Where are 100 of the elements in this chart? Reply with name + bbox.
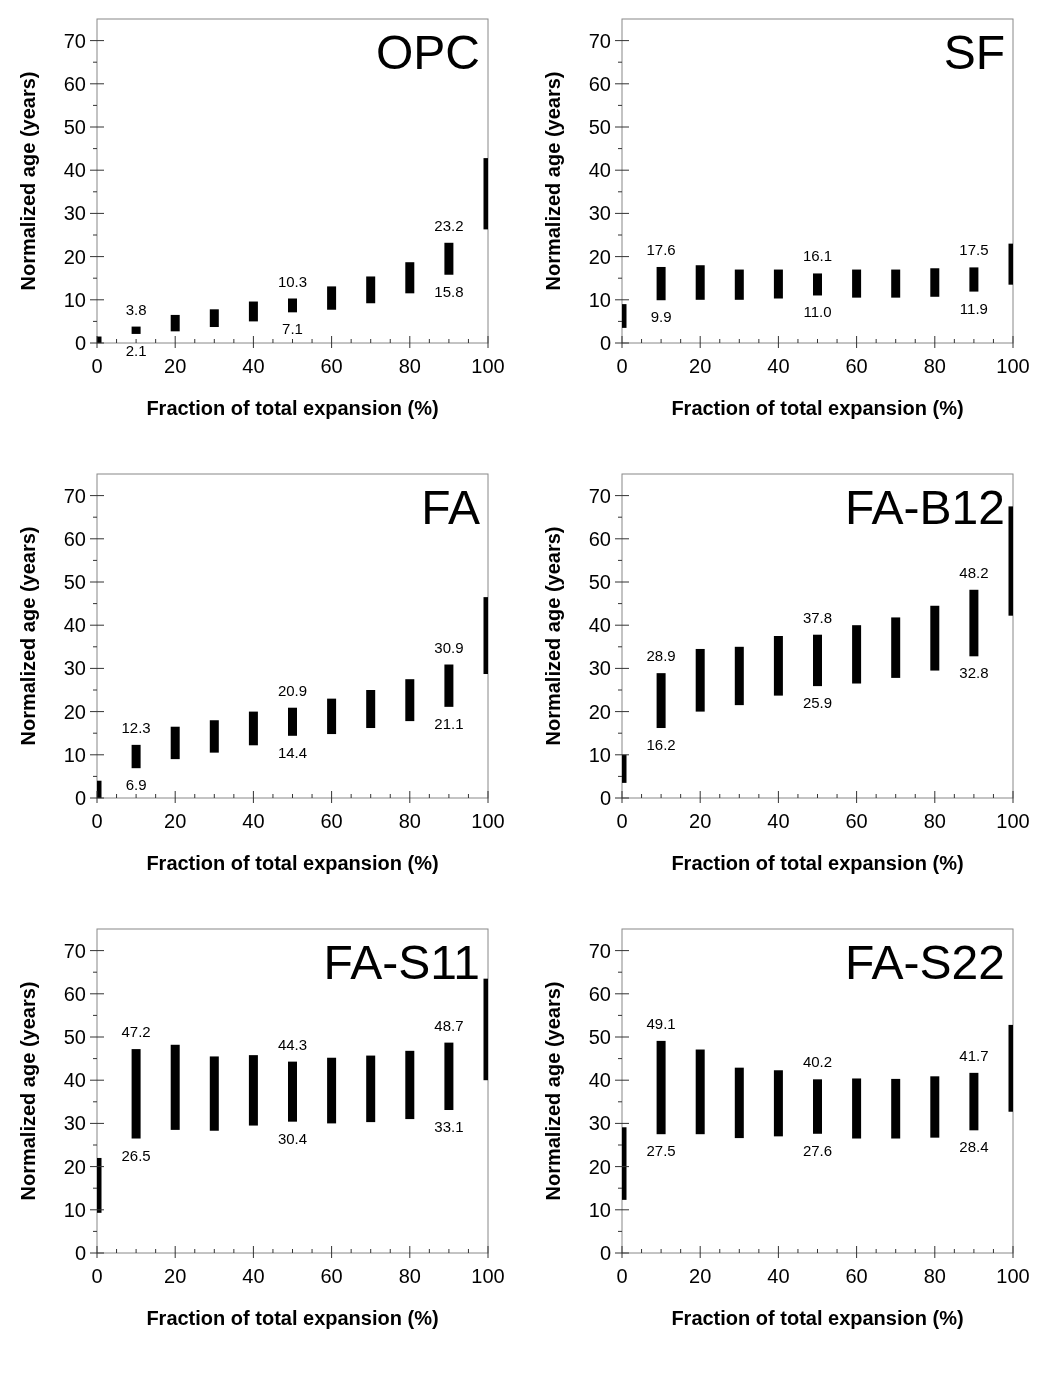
x-tick-label: 100 [996,1265,1030,1287]
bar [734,269,744,300]
annotation: 6.9 [125,776,147,794]
y-axis-title: Normalized age (years) [542,526,564,746]
y-axis-title: Normalized age (years) [17,71,39,291]
bar [209,720,219,753]
y-tick-label: 0 [599,332,611,354]
x-tick-label: 40 [767,810,790,832]
x-axis-title: Fraction of total expansion (%) [146,397,439,419]
bar [656,1040,666,1135]
bar [734,646,744,706]
bar [444,1042,454,1111]
y-tick-label: 30 [63,202,86,225]
y-tick-label: 0 [599,1242,611,1264]
bar [131,744,141,769]
y-axis-title: Normalized age (years) [542,981,564,1201]
y-tick-label: 30 [588,202,611,225]
bar [444,664,454,707]
x-tick-label: 20 [689,810,712,832]
x-axis-title: Fraction of total expansion (%) [671,1307,964,1329]
y-axis-title: Normalized age (years) [542,71,564,291]
x-axis-title: Fraction of total expansion (%) [671,852,964,874]
x-tick-label: 20 [164,1265,187,1287]
bar [695,1049,705,1135]
y-tick-label: 10 [588,288,611,311]
annotation: 7.1 [282,320,303,338]
annotation: 40.2 [802,1053,833,1071]
y-tick-label: 50 [588,571,611,593]
y-tick-label: 60 [588,72,611,95]
annotation: 14.4 [277,743,308,761]
y-tick-label: 40 [588,159,611,182]
annotation: 20.9 [277,681,308,699]
x-tick-label: 20 [689,355,712,377]
y-tick-label: 40 [63,159,86,182]
y-tick-label: 0 [599,787,611,809]
x-tick-label: 80 [923,810,946,832]
y-tick-label: 60 [63,982,86,1005]
bar [773,636,783,696]
bar [170,1044,180,1130]
y-tick-label: 60 [63,527,86,550]
bar [930,605,940,671]
annotation: 9.9 [650,308,672,326]
y-tick-label: 20 [588,1155,611,1178]
x-tick-label: 80 [923,1265,946,1287]
bar [813,273,822,296]
x-tick-label: 40 [242,810,265,832]
bar [852,625,862,684]
bar [366,276,376,304]
y-tick-label: 60 [588,982,611,1005]
y-tick-label: 50 [588,1026,611,1048]
bar [288,298,297,313]
bar [891,617,901,678]
x-tick-label: 60 [845,810,868,832]
x-tick-label: 100 [471,1265,505,1287]
bar [288,1061,297,1122]
annotation: 11.0 [803,303,832,321]
y-tick-label: 20 [588,245,611,268]
bar [813,634,822,687]
y-tick-label: 50 [63,116,86,138]
x-tick-label: 60 [845,355,868,377]
bar [656,266,666,301]
y-axis-title: Normalized age (years) [17,526,39,746]
bar [734,1067,744,1139]
x-tick-label: 40 [242,1265,265,1287]
chart-title: FA-S22 [844,936,1005,989]
y-tick-label: 60 [588,527,611,550]
y-tick-label: 70 [588,29,611,52]
bar [248,301,258,322]
bar [170,314,180,332]
x-tick-label: 20 [164,810,187,832]
bar [891,269,901,298]
x-tick-label: 80 [398,355,421,377]
annotation: 17.5 [959,241,989,259]
y-tick-label: 10 [588,743,611,766]
y-tick-label: 40 [63,614,86,637]
annotation: 48.7 [434,1016,464,1034]
bar [444,242,454,275]
y-tick-label: 10 [63,1198,86,1221]
bar [131,326,141,334]
bar [248,1055,258,1126]
y-tick-label: 70 [588,484,611,507]
y-tick-label: 10 [63,288,86,311]
bar [366,1055,376,1123]
annotation: 23.2 [434,216,464,234]
bar [131,1049,141,1139]
annotation: 3.8 [125,300,147,318]
y-tick-label: 20 [63,245,86,268]
annotation: 41.7 [959,1046,989,1064]
bar [288,707,297,736]
x-axis-title: Fraction of total expansion (%) [671,397,964,419]
bar [656,673,666,729]
annotation: 25.9 [802,694,833,712]
y-tick-label: 10 [588,1198,611,1221]
x-tick-label: 0 [616,355,628,377]
chart-title: OPC [375,26,480,79]
bar [891,1078,901,1139]
bar [930,1076,940,1138]
y-tick-label: 50 [63,571,86,593]
annotation: 44.3 [277,1035,308,1053]
annotation: 16.2 [646,736,676,754]
